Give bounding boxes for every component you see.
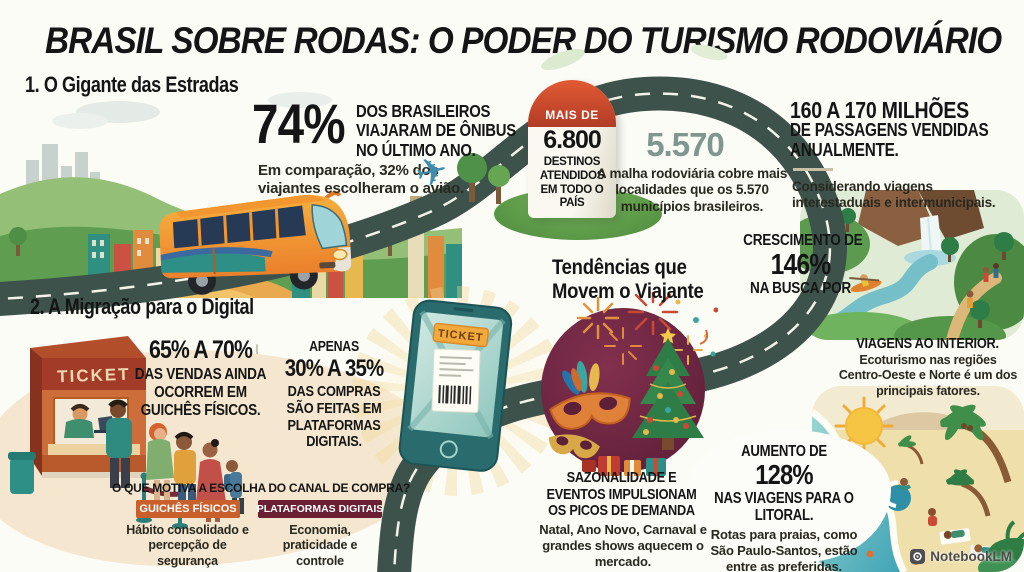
- crescimento-block: CRESCIMENTO DE 146% NA BUSCA POR: [733, 232, 868, 297]
- physical-stat-value: 65% A 70%: [148, 336, 253, 364]
- confetti: [675, 299, 718, 357]
- tendencias-heading: Tendências que Movem o Viajante: [552, 256, 704, 303]
- carnival-masks: [548, 360, 631, 459]
- reason-plataformas-digitais: Economia, praticidade e controle: [282, 523, 358, 568]
- notebooklm-logo-icon: [910, 549, 926, 564]
- stat-passagens-subheadline: DE PASSAGENS VENDIDAS ANUALMENTE.: [790, 120, 989, 160]
- ticket-paper: [431, 348, 481, 413]
- milestone-value: 6.800: [543, 126, 602, 154]
- litoral-prefix: AUMENTO DE: [741, 443, 827, 460]
- kayak: [849, 274, 882, 293]
- watermark: NotebookLM: [910, 549, 1012, 564]
- roadside-trees: [457, 153, 510, 204]
- digital-stat-block: APENAS 30% A 35% DAS COMPRAS SÃO FEITAS …: [264, 339, 404, 451]
- christmas-tree: [632, 328, 704, 450]
- divider-line: [793, 168, 833, 171]
- beach-litoral-illustration: [812, 386, 1024, 572]
- litoral-description: Rotas para praias, como São Paulo-Santos…: [710, 527, 858, 572]
- section2-heading: 2. A Migração para o Digital: [30, 294, 254, 319]
- milestone-sign: MAIS DE 6.800 DESTINOS ATENDIDOS EM TODO…: [528, 80, 616, 218]
- stat-74-comparison: Em comparação, 32% dos viajantes escolhe…: [258, 162, 464, 198]
- interior-headline: VIAGENS AO INTERIOR.: [856, 335, 999, 352]
- white-text-blob: [686, 430, 891, 562]
- hikers: [966, 263, 999, 308]
- crescimento-prefix: CRESCIMENTO DE: [743, 232, 863, 249]
- carnival-events-illustration: [541, 292, 718, 476]
- badge-plataformas-digitais: PLATAFORMAS DIGITAIS: [257, 500, 383, 518]
- stat-passagens-headline: 160 A 170 MILHÕES: [790, 97, 969, 123]
- phone-ticket-label: TICKET: [437, 328, 484, 345]
- litoral-value: 128%: [755, 459, 813, 491]
- physical-stat-block: 65% A 70% DAS VENDAS AINDA OCORREM EM GU…: [118, 338, 283, 420]
- stat-5570-value: 5.570: [646, 126, 725, 163]
- bus-illustration: [159, 191, 352, 295]
- purchase-channel-question: O QUE MOTIVA A ESCOLHA DO CANAL DE COMPR…: [112, 481, 410, 495]
- stat-5570-description: A malha rodoviária cobre mais localidade…: [596, 166, 788, 214]
- litoral-block: AUMENTO DE 128% NAS VIAGENS PARA O LITOR…: [698, 443, 870, 572]
- watermark-text: NotebookLM: [930, 549, 1012, 564]
- crescimento-value: 146%: [770, 248, 831, 281]
- foliage: [978, 520, 1024, 572]
- badge-guiches-fisicos: GUICHÊS FÍSICOS: [136, 500, 240, 518]
- stat-passagens-note: Considerando viagens interestaduais e in…: [792, 179, 996, 211]
- digital-stat-label: DAS COMPRAS SÃO FEITAS EM PLATAFORMAS DI…: [286, 382, 382, 451]
- digital-stat-value: 30% A 35%: [284, 354, 384, 382]
- section1-heading: 1. O Gigante das Estradas: [25, 72, 239, 97]
- palm-trees: [898, 404, 1012, 517]
- trash-can: [8, 452, 36, 494]
- reason-guiches-fisicos: Hábito consolidado e percepção de segura…: [126, 523, 249, 568]
- physical-stat-label: DAS VENDAS AINDA OCORREM EM GUICHÊS FÍSI…: [134, 366, 267, 419]
- interior-description: Ecoturismo nas regiões Centro-Oeste e No…: [838, 353, 1018, 398]
- gift-boxes: [582, 456, 666, 476]
- fireworks: [576, 292, 703, 365]
- phone-ticket-illustration: TICKET: [398, 299, 513, 472]
- queue-people: [146, 423, 244, 522]
- milestone-top-label: MAIS DE: [545, 107, 599, 122]
- milestone-label: DESTINOS ATENDIDOS EM TODO O PAÍS: [539, 156, 605, 210]
- sazonalidade-headline: SAZONALIDADE E EVENTOS IMPULSIONAM OS PI…: [546, 469, 697, 519]
- stat-74-label: DOS BRASILEIROS VIAJARAM DE ÔNIBUS NO ÚL…: [356, 101, 516, 160]
- sazonalidade-description: Natal, Ano Novo, Carnaval e grandes show…: [539, 522, 707, 569]
- digital-stat-prefix: APENAS: [309, 339, 359, 355]
- barcode: [438, 385, 472, 405]
- stat-74-value: 74%: [252, 92, 346, 155]
- litoral-suffix: NAS VIAGENS PARA O LITORAL.: [714, 490, 854, 525]
- crescimento-suffix: NA BUSCA POR: [750, 279, 851, 297]
- booth-sign-text: TICKET: [57, 365, 131, 387]
- ticket-booth-illustration: TICKET: [8, 336, 244, 529]
- customer-at-counter: [106, 399, 132, 488]
- page-title: BRASIL SOBRE RODAS: O PODER DO TURISMO R…: [45, 20, 1002, 61]
